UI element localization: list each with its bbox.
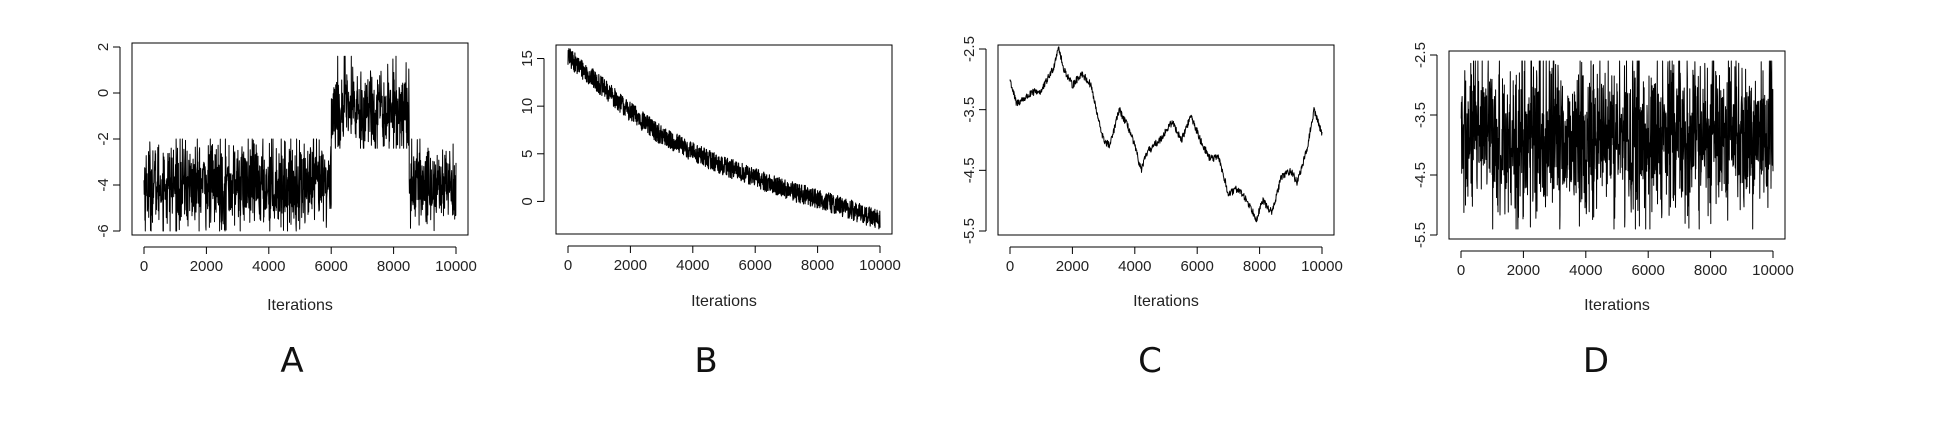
y-tick-label: -2.5 xyxy=(1412,42,1429,68)
y-tick-label: -2 xyxy=(95,132,112,145)
y-tick-label: 0 xyxy=(95,89,112,97)
series-line xyxy=(1460,60,1774,230)
y-tick-label: 5 xyxy=(519,150,536,158)
panel-c: 0 2000 4000 6000 8000 10000 -5.5 -4.5 -3.5 -2.5 It… xyxy=(961,36,1343,381)
panel-d: 0 2000 4000 6000 8000 10000 -5.5 -4.5 -3.5 -2.5 It… xyxy=(1412,42,1794,381)
x-tick-label: 2000 xyxy=(1056,258,1089,275)
y-tick-label: -6 xyxy=(95,224,112,237)
x-axis-title: Iterations xyxy=(267,297,333,314)
y-tick-label: -3.5 xyxy=(961,97,978,123)
panel-b: 0 2000 4000 6000 8000 10000 0 5 10 15 Iterations B xyxy=(519,44,901,381)
y-tick-label: -4.5 xyxy=(1412,162,1429,188)
y-tick-label: -4.5 xyxy=(961,157,978,183)
y-tick-label: -3.5 xyxy=(1412,102,1429,128)
plot-frame xyxy=(131,42,469,236)
plot-frame xyxy=(555,44,893,235)
y-tick-label: -5.5 xyxy=(961,218,978,244)
x-tick-label: 4000 xyxy=(252,258,285,275)
y-tick-label: 2 xyxy=(95,43,112,51)
y-tick-label: 0 xyxy=(519,197,536,205)
x-axis-title: Iterations xyxy=(1584,297,1650,314)
plot-frame xyxy=(1448,50,1786,240)
y-tick-label: -5.5 xyxy=(1412,222,1429,248)
x-tick-label: 6000 xyxy=(739,257,772,274)
panel-label: B xyxy=(694,341,717,381)
x-tick-label: 4000 xyxy=(676,257,709,274)
x-tick-label: 8000 xyxy=(801,257,834,274)
y-tick-label: -2.5 xyxy=(961,36,978,62)
series-line xyxy=(143,55,457,232)
x-axis-title: Iterations xyxy=(1133,293,1199,310)
x-tick-label: 2000 xyxy=(614,257,647,274)
y-tick-label: 10 xyxy=(519,98,536,115)
x-tick-label: 6000 xyxy=(315,258,348,275)
x-tick-label: 2000 xyxy=(190,258,223,275)
x-tick-label: 4000 xyxy=(1118,258,1151,275)
plot-frame xyxy=(997,44,1335,236)
x-tick-label: 0 xyxy=(140,258,148,275)
x-tick-label: 10000 xyxy=(1752,262,1794,279)
x-tick-label: 10000 xyxy=(435,258,477,275)
y-tick-label: -4 xyxy=(95,178,112,191)
series-line xyxy=(1009,46,1323,223)
x-tick-label: 6000 xyxy=(1632,262,1665,279)
x-tick-label: 0 xyxy=(1457,262,1465,279)
series-line xyxy=(567,48,881,230)
x-tick-label: 6000 xyxy=(1181,258,1214,275)
panel-label: A xyxy=(280,341,303,381)
x-tick-label: 0 xyxy=(564,257,572,274)
x-tick-label: 2000 xyxy=(1507,262,1540,279)
x-axis-title: Iterations xyxy=(691,293,757,310)
panel-a: 0 2000 4000 6000 8000 10000 -6 -4 -2 0 2 Iterations… xyxy=(95,42,477,381)
panel-label: C xyxy=(1138,341,1162,381)
x-tick-label: 8000 xyxy=(1694,262,1727,279)
x-tick-label: 0 xyxy=(1006,258,1014,275)
x-tick-label: 8000 xyxy=(1243,258,1276,275)
panel-label: D xyxy=(1583,341,1609,381)
y-tick-label: 15 xyxy=(519,50,536,67)
x-tick-label: 10000 xyxy=(1301,258,1343,275)
x-tick-label: 4000 xyxy=(1569,262,1602,279)
x-tick-label: 8000 xyxy=(377,258,410,275)
x-tick-label: 10000 xyxy=(859,257,901,274)
